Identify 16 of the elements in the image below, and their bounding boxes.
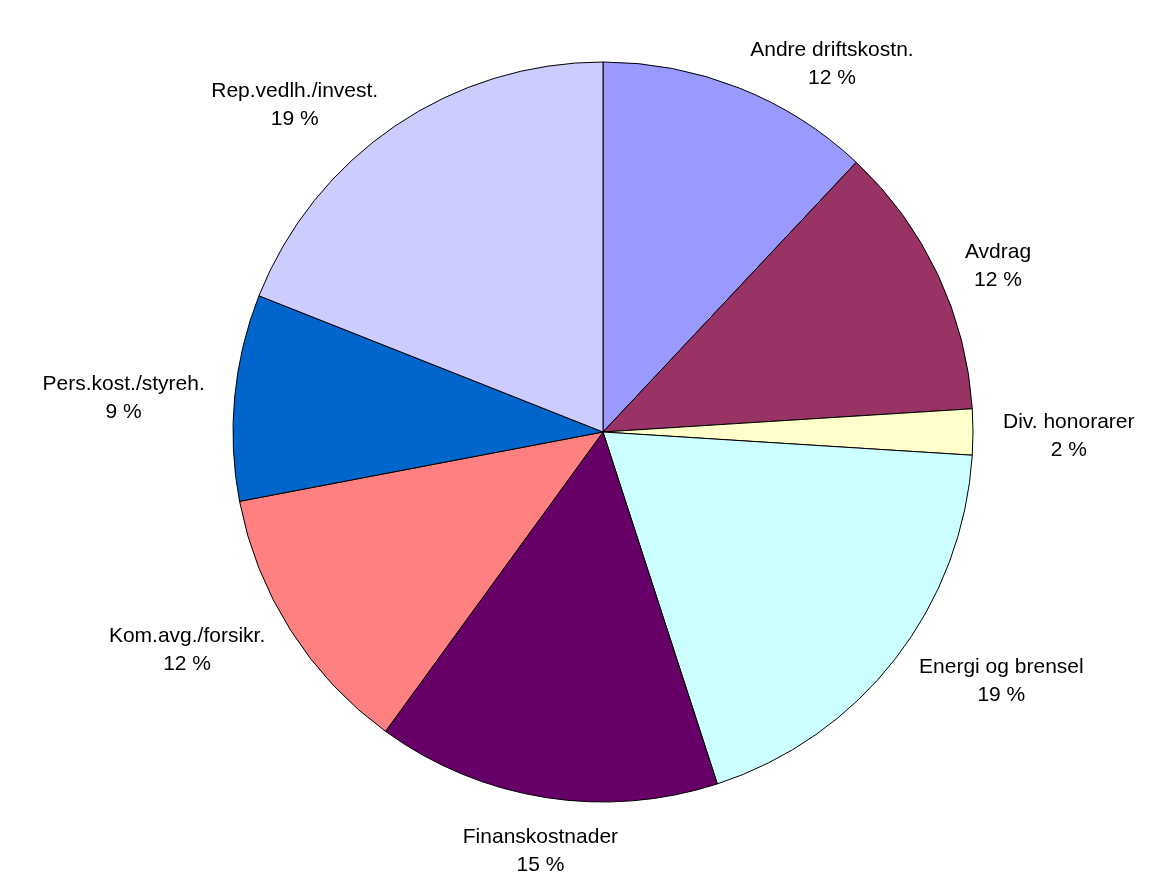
data-label: 12 % xyxy=(163,651,212,675)
data-label: 12 % xyxy=(974,266,1022,290)
slice-label: Pers.kost./styreh. xyxy=(42,371,205,395)
data-label: 19 % xyxy=(270,106,319,130)
slice-label: Rep.vedlh./invest. xyxy=(211,78,379,102)
slice-label: Finanskostnader xyxy=(462,824,619,848)
data-label: 12 % xyxy=(808,65,856,89)
data-label: 2 % xyxy=(1050,437,1087,460)
slice-label: Div. honorarer xyxy=(1003,409,1135,432)
slice-label: Energi og brensel xyxy=(919,654,1084,678)
data-label: 9 % xyxy=(105,399,142,423)
data-label: 19 % xyxy=(977,682,1026,706)
slice-label: Andre driftskostn. xyxy=(750,37,914,61)
slice-label: Kom.avg./forsikr. xyxy=(108,623,266,647)
slice-label: Avdrag xyxy=(964,238,1032,262)
data-label: 15 % xyxy=(516,852,565,876)
